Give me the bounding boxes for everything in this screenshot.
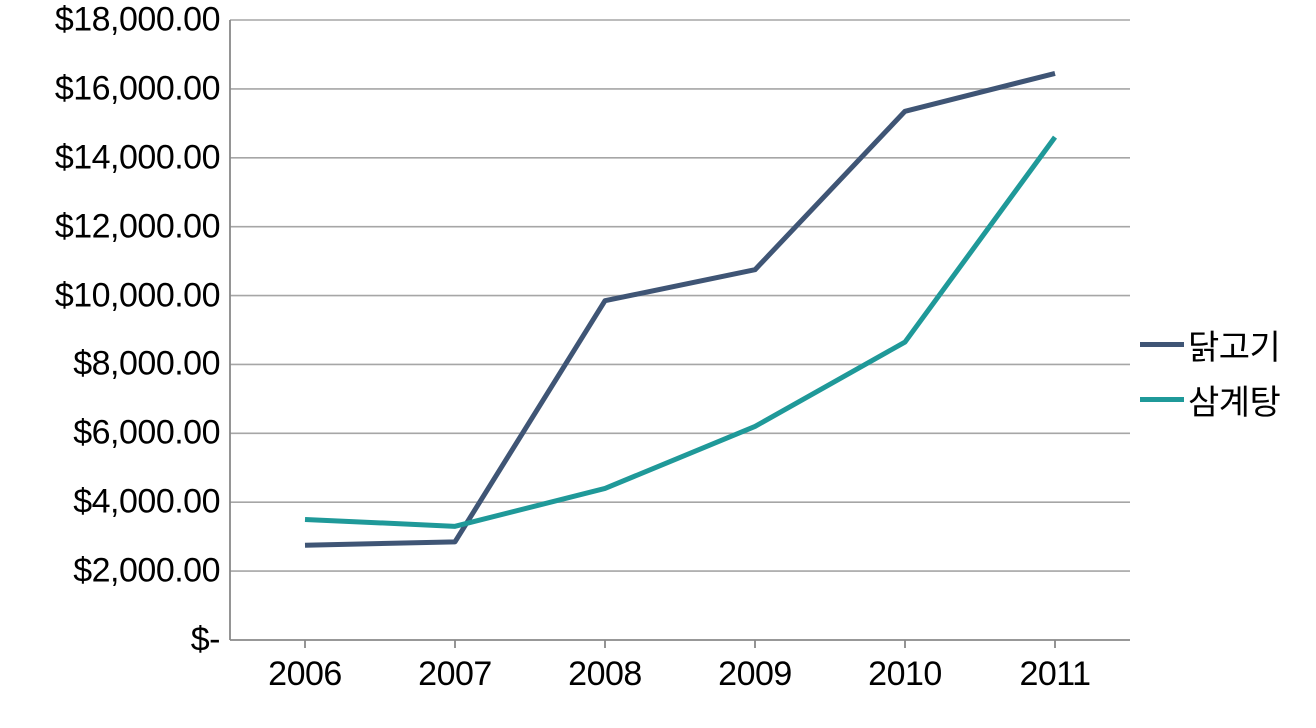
y-tick-label: $2,000.00 (73, 552, 220, 591)
x-tick-label: 2011 (1019, 655, 1090, 694)
series-line-1 (305, 137, 1055, 526)
legend: 닭고기삼계탕 (1140, 320, 1280, 430)
legend-swatch (1140, 342, 1184, 347)
legend-label: 닭고기 (1188, 320, 1280, 369)
y-tick-label: $6,000.00 (73, 414, 220, 453)
y-axis-labels: $- $2,000.00 $4,000.00 $6,000.00 $8,000.00 $1… (0, 0, 220, 728)
x-tick-label: 2009 (718, 655, 792, 694)
series-line-0 (305, 73, 1055, 545)
legend-item: 닭고기 (1140, 320, 1280, 369)
x-axis-labels: 2006 2007 2008 2009 2010 2011 (0, 655, 1316, 705)
y-tick-label: $14,000.00 (55, 138, 220, 177)
x-tick-label: 2007 (418, 655, 492, 694)
legend-item: 삼계탕 (1140, 375, 1280, 424)
y-tick-label: $4,000.00 (73, 483, 220, 522)
legend-label: 삼계탕 (1188, 375, 1280, 424)
line-chart: $- $2,000.00 $4,000.00 $6,000.00 $8,000.00 $1… (0, 0, 1316, 728)
y-tick-label: $18,000.00 (55, 1, 220, 40)
y-tick-label: $- (191, 621, 220, 660)
x-tick-label: 2010 (868, 655, 942, 694)
y-tick-label: $16,000.00 (55, 69, 220, 108)
y-tick-label: $10,000.00 (55, 276, 220, 315)
x-tick-label: 2008 (568, 655, 642, 694)
y-tick-label: $12,000.00 (55, 207, 220, 246)
y-tick-label: $8,000.00 (73, 345, 220, 384)
x-tick-label: 2006 (268, 655, 342, 694)
legend-swatch (1140, 397, 1184, 402)
